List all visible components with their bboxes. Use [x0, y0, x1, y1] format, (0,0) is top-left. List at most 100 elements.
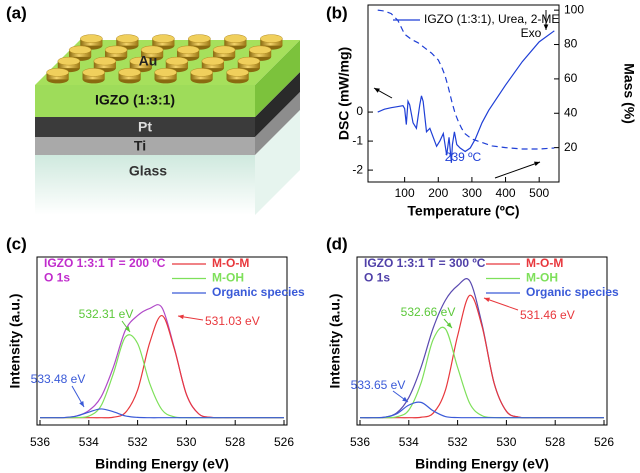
y2-tick-label: 80	[564, 37, 578, 51]
y-axis-label: Intensity (a.u.)	[327, 294, 343, 389]
y-axis-label: DSC (mW/mg)	[336, 47, 352, 140]
x-axis-label: Binding Energy (eV)	[95, 456, 229, 472]
electrode-top	[104, 45, 128, 55]
electrode-top	[140, 45, 164, 55]
panel-label: (d)	[326, 234, 348, 253]
electrode-top	[57, 56, 81, 66]
x-tick-label: 200	[428, 186, 448, 200]
series-line	[359, 278, 604, 419]
panel-label: (b)	[326, 3, 348, 22]
x-axis-label: Temperature (ºC)	[407, 203, 519, 219]
y-tick-label: -2	[352, 162, 363, 176]
annotation: 239 ºC	[445, 150, 482, 164]
legend-label: Organic species	[212, 285, 305, 299]
pt-side	[255, 72, 300, 137]
electrode-top	[260, 34, 283, 43]
plot-frame	[36, 256, 288, 426]
annotation: 533.48 eV	[31, 372, 86, 386]
annotation: Exo	[521, 26, 542, 40]
gold-electrodes	[46, 34, 283, 84]
legend-label: M-OH	[526, 271, 558, 285]
electrode-top	[212, 45, 236, 55]
ti-side	[255, 92, 300, 155]
x-tick-label: 534	[399, 435, 419, 449]
plot-frame	[356, 256, 608, 426]
glass-layer	[35, 155, 255, 215]
ti-label: Ti	[134, 138, 146, 154]
glass-side	[255, 110, 300, 215]
y2-tick-label: 20	[564, 140, 578, 154]
y-tick-label: 0	[356, 104, 363, 118]
series-line	[377, 9, 555, 150]
electrode-top	[237, 56, 261, 66]
ti-layer	[35, 137, 255, 155]
series-line	[360, 326, 604, 419]
arrow-head	[446, 322, 452, 328]
electrode-top	[93, 56, 117, 66]
electrode-top	[68, 45, 92, 55]
x-tick-label: 528	[225, 435, 245, 449]
igzo-front	[35, 85, 255, 117]
series-line	[40, 314, 284, 419]
electrode-top	[154, 68, 177, 77]
electrode-top	[224, 34, 247, 43]
electrode-top	[118, 68, 141, 77]
arrow-head	[484, 297, 490, 303]
arrow-head	[374, 88, 380, 93]
panel-label: (c)	[6, 234, 27, 253]
electrode-top	[46, 68, 69, 77]
x-tick-label: 528	[545, 435, 565, 449]
legend-label: M-OH	[212, 271, 244, 285]
y2-tick-label: 60	[564, 71, 578, 85]
x-tick-label: 530	[176, 435, 196, 449]
y-axis-label: Intensity (a.u.)	[7, 294, 23, 389]
arrow-head	[402, 396, 408, 402]
x-tick-label: 530	[496, 435, 516, 449]
electrode-top	[152, 34, 175, 43]
electrode-top	[116, 34, 139, 43]
x-tick-label: 532	[128, 435, 148, 449]
annotation-arrow	[483, 297, 519, 311]
inner-subtitle: O 1s	[44, 271, 70, 285]
electrode-top	[201, 56, 225, 66]
electrode-top	[80, 34, 103, 43]
x-tick-label: 536	[350, 435, 370, 449]
x-tick-label: 300	[462, 186, 482, 200]
x-tick-label: 500	[529, 186, 549, 200]
plot-frame	[367, 4, 560, 183]
inner-title: IGZO 1:3:1 T = 200 ºC	[44, 256, 166, 270]
legend-label: IGZO (1:3:1), Urea, 2-ME	[424, 12, 559, 26]
arrow-head	[124, 326, 130, 332]
x-axis-label: Binding Energy (eV)	[415, 456, 549, 472]
y2-tick-label: 40	[564, 105, 578, 119]
legend-label: M-O-M	[526, 256, 563, 270]
annotation-arrow	[494, 161, 541, 179]
series-line	[377, 30, 555, 163]
legend-label: M-O-M	[212, 256, 249, 270]
panel-label: (a)	[6, 3, 27, 22]
series-line	[359, 401, 604, 419]
igzo-label: IGZO (1:3:1)	[95, 92, 175, 108]
electrode-top	[176, 45, 200, 55]
au-label: Au	[139, 53, 158, 69]
series-line	[39, 408, 284, 419]
pt-label: Pt	[138, 119, 152, 135]
annotation: 532.66 eV	[401, 305, 456, 319]
electrode-top	[248, 45, 272, 55]
x-tick-label: 534	[79, 435, 99, 449]
y2-axis-label: Mass (%)	[621, 63, 637, 124]
arrow-head	[79, 401, 84, 407]
annotation: 531.46 eV	[520, 308, 575, 322]
x-tick-label: 400	[496, 186, 516, 200]
glass-label: Glass	[129, 163, 167, 179]
pt-layer	[35, 117, 255, 137]
x-tick-label: 526	[594, 435, 614, 449]
arrow-head	[178, 314, 184, 320]
electrode-top	[129, 56, 153, 66]
electrode-top	[226, 68, 249, 77]
arrow-head	[534, 161, 540, 167]
electrode-top	[188, 34, 211, 43]
x-tick-label: 532	[448, 435, 468, 449]
